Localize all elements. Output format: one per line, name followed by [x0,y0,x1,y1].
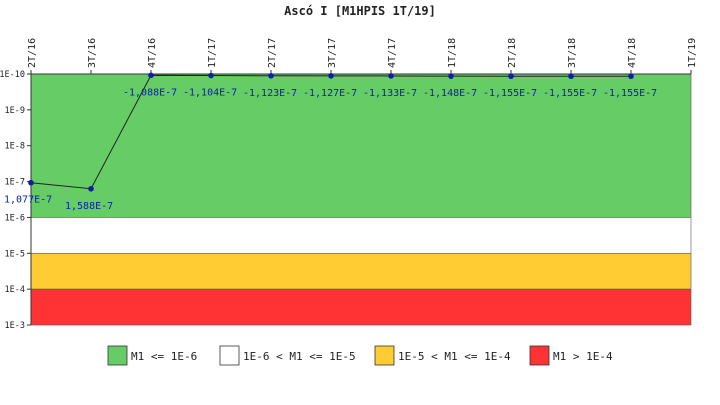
data-point [328,73,334,79]
data-label: -1,148E-7 [423,88,477,99]
x-tick-label: 3T/17 [327,38,338,68]
legend-label: 1E-5 < M1 <= 1E-4 [398,350,511,363]
band-1 [30,217,692,254]
legend-swatch [374,345,395,366]
x-tick-label: 4T/17 [387,38,398,68]
band-3 [30,288,692,326]
y-tick-label: 1E-3 [5,321,25,331]
legend-swatch [107,345,128,366]
x-tick-label: 1T/18 [447,38,458,68]
data-label: -1,155E-7 [603,88,657,99]
chart-title: Ascó I [M1HPIS 1T/19] [284,4,436,18]
data-point [448,73,454,79]
legend-label: M1 > 1E-4 [553,350,613,363]
y-tick-label: 1E-4 [5,285,25,295]
series-group [28,72,634,192]
legend-label: 1E-6 < M1 <= 1E-5 [243,350,356,363]
data-label: -1,123E-7 [243,88,297,99]
data-point [388,73,394,79]
legend-swatch [219,345,240,366]
legend: M1 <= 1E-6 1E-6 < M1 <= 1E-5 1E-5 < M1 <= … [107,345,613,366]
data-label: -1,127E-7 [303,88,357,99]
x-tick-label: 2T/18 [507,38,518,68]
y-tick-label: 1E-6 [5,213,25,223]
data-label: -1,133E-7 [363,88,417,99]
data-point [208,72,214,79]
x-tick-label: 4T/16 [147,38,158,68]
band-2 [30,252,692,290]
x-tick-label: 1T/19 [687,38,698,68]
y-tick-label: 1E-5 [5,249,25,259]
x-tick-label: 3T/18 [567,38,578,68]
band-0 [30,73,692,218]
legend-swatch [529,345,550,366]
x-tick-label: 1T/17 [207,38,218,68]
data-point [268,73,274,79]
data-label: 1,588E-7 [65,201,113,212]
data-label: 1,077E-7 [4,195,52,206]
y-tick-label: 1E-7 [5,178,25,188]
data-point [568,73,574,80]
data-label: -1,155E-7 [483,88,537,99]
data-point [88,185,94,192]
legend-label: M1 <= 1E-6 [131,350,197,363]
data-label: -1,155E-7 [543,88,597,99]
data-point [28,179,34,186]
data-point [508,73,514,80]
x-tick-label: 4T/18 [627,38,638,68]
data-label: -1,104E-7 [183,88,237,99]
axis-group: 1E-10 1E-9 1E-8 1E-7 1E-6 1E-5 1E-4 1E-3 2T/16 3T… [0,38,698,331]
y-tick-label: 1E-10 [0,70,25,80]
data-label: -1,088E-7 [123,87,177,98]
data-labels-group: 1,077E-7 1,588E-7 -1,088E-7 -1,104E-7 -1,123… [4,87,657,211]
data-point [628,73,634,80]
y-tick-label: 1E-9 [5,106,25,116]
x-tick-label: 3T/16 [87,38,98,68]
bands-group [30,73,692,326]
x-tick-label: 2T/16 [27,38,38,68]
data-point [148,72,154,79]
x-tick-label: 2T/17 [267,38,278,68]
y-tick-label: 1E-8 [5,142,25,152]
